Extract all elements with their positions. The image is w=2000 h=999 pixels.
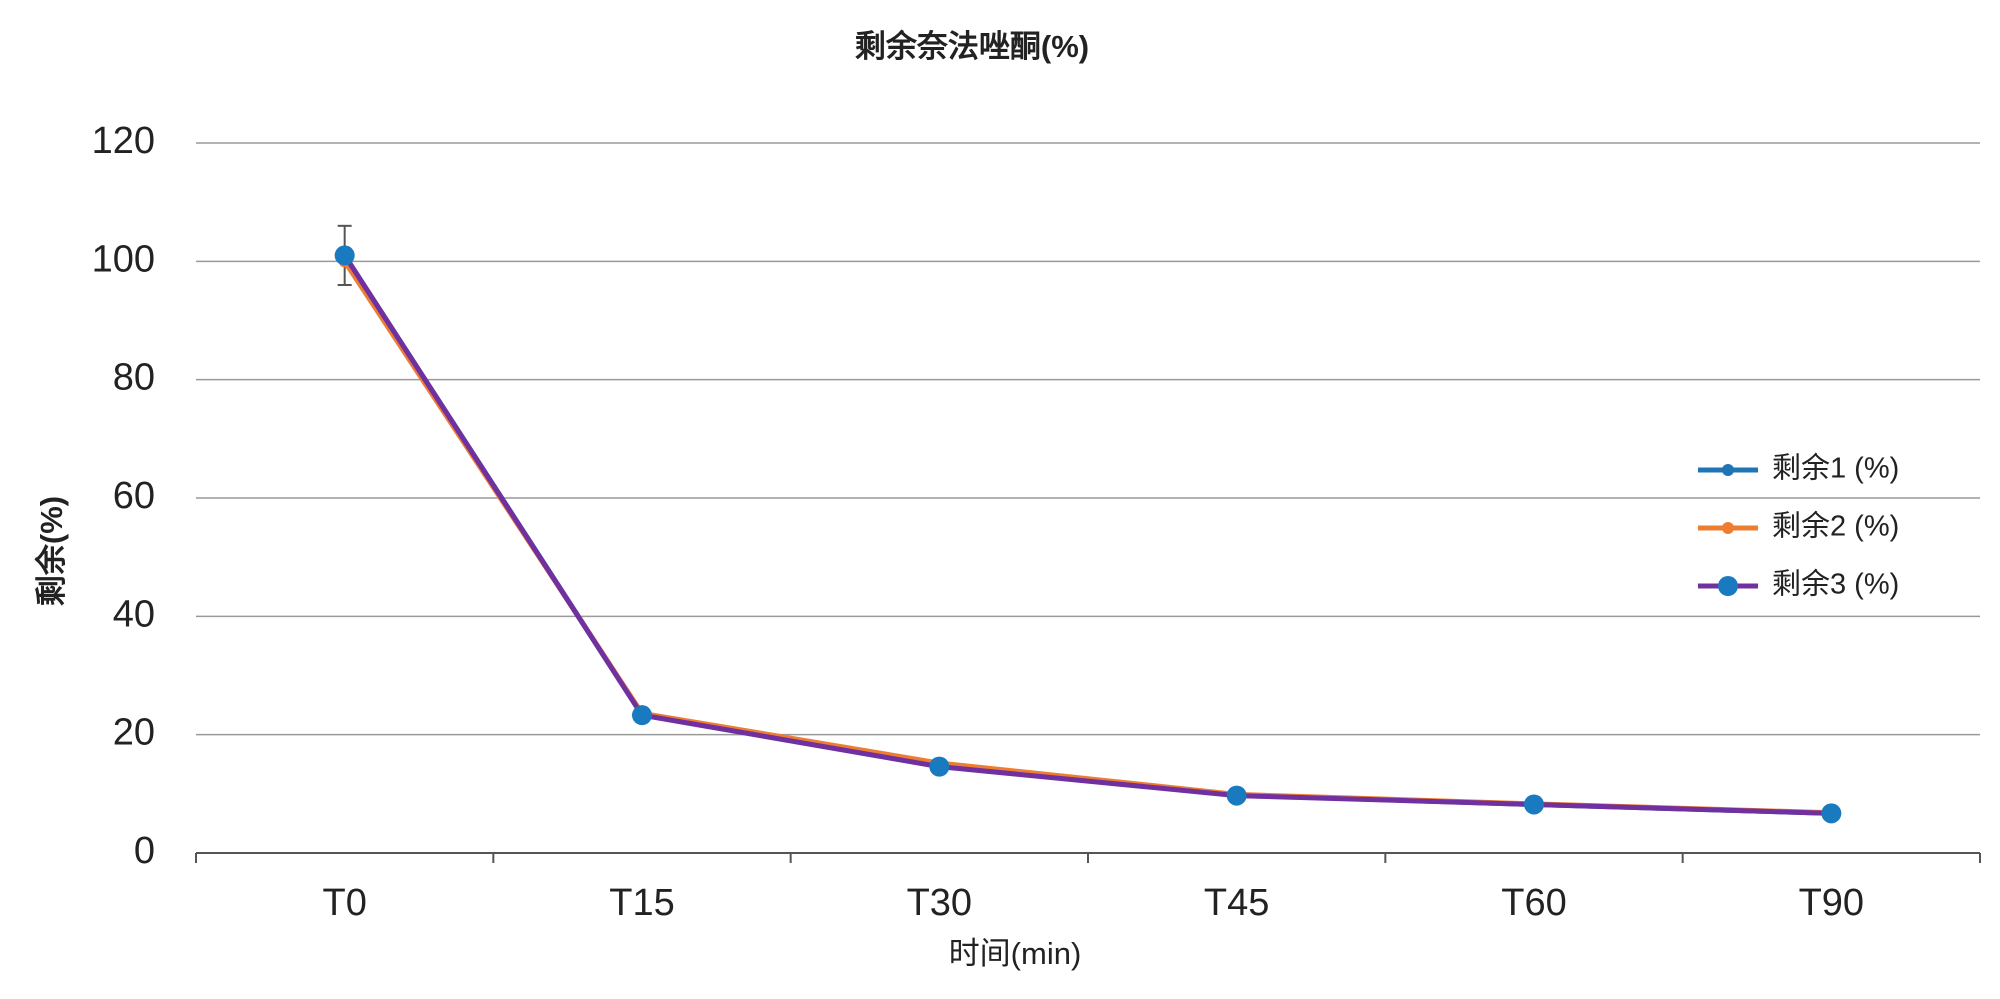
y-tick-label: 0 [134, 830, 155, 872]
x-tick-label: T15 [609, 882, 674, 924]
series-line [342, 259, 1832, 816]
x-tick-label: T45 [1204, 882, 1269, 924]
point [632, 705, 652, 726]
x-axis-title: 时间(min) [949, 936, 1082, 971]
x-tick-label: T60 [1501, 882, 1566, 924]
y-tick-label: 40 [113, 593, 155, 635]
legend-label: 剩余1 (%) [1772, 452, 1899, 485]
y-tick-label: 120 [92, 120, 155, 162]
series-line [342, 254, 1832, 816]
series-line [342, 254, 1832, 816]
y-tick-label: 60 [113, 475, 155, 517]
legend-marker [1718, 576, 1738, 596]
x-tick-label: T0 [322, 882, 366, 924]
legend-label: 剩余2 (%) [1772, 510, 1899, 543]
y-axis-title: 剩余(%) [34, 496, 69, 606]
x-tick-label: T90 [1799, 882, 1864, 924]
x-tick-label: T30 [907, 882, 972, 924]
legend-marker [1722, 464, 1734, 476]
point [1821, 803, 1842, 824]
point [334, 245, 355, 266]
point [1226, 785, 1247, 806]
legend-marker [1722, 522, 1734, 534]
point [1524, 794, 1544, 815]
y-tick-label: 20 [113, 712, 155, 754]
legend-label: 剩余3 (%) [1772, 568, 1899, 601]
point [929, 756, 950, 777]
y-tick-label: 80 [113, 357, 155, 399]
chart-title: 剩余奈法唑酮(%) [855, 29, 1089, 64]
y-tick-label: 100 [92, 238, 155, 280]
